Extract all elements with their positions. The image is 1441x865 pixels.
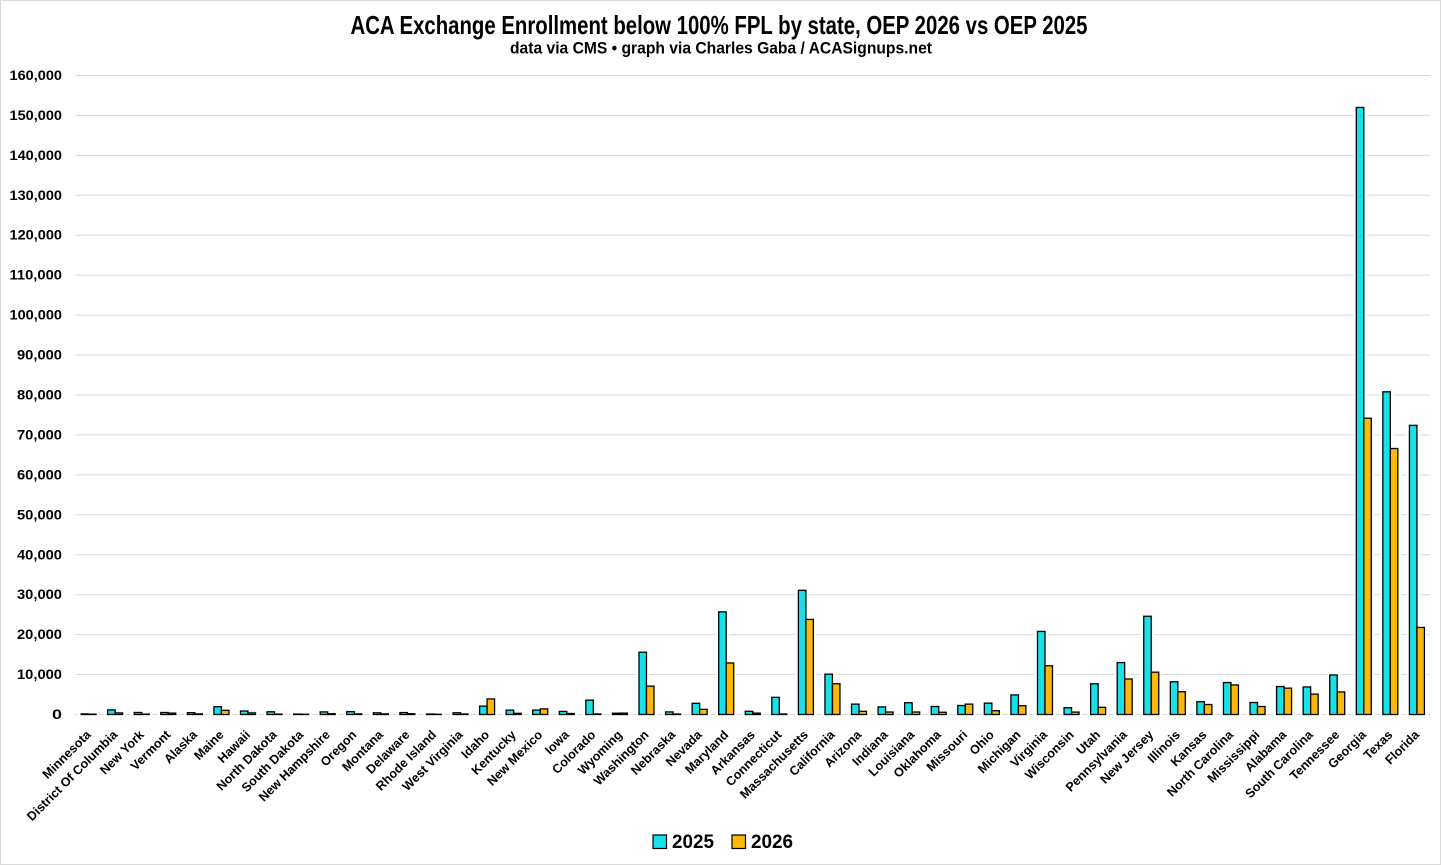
svg-text:30,000: 30,000	[17, 587, 62, 602]
svg-text:100,000: 100,000	[10, 308, 62, 323]
svg-text:150,000: 150,000	[10, 108, 62, 123]
svg-text:160,000: 160,000	[10, 68, 62, 83]
svg-text:80,000: 80,000	[17, 388, 62, 403]
svg-text:40,000: 40,000	[17, 547, 62, 562]
svg-text:2025: 2025	[672, 832, 714, 853]
svg-text:0: 0	[52, 707, 62, 722]
svg-text:90,000: 90,000	[17, 348, 62, 363]
svg-text:120,000: 120,000	[10, 228, 62, 243]
svg-text:130,000: 130,000	[10, 188, 62, 203]
svg-text:140,000: 140,000	[10, 148, 62, 163]
svg-text:ACA Exchange Enrollment below: ACA Exchange Enrollment below 100% FPL b…	[351, 10, 1088, 40]
svg-text:110,000: 110,000	[10, 268, 63, 283]
svg-text:data via CMS • graph via Charl: data via CMS • graph via Charles Gaba / …	[510, 40, 932, 58]
svg-text:2026: 2026	[751, 832, 793, 853]
svg-text:20,000: 20,000	[17, 627, 62, 642]
svg-text:50,000: 50,000	[17, 507, 62, 522]
svg-text:60,000: 60,000	[17, 467, 62, 482]
svg-text:70,000: 70,000	[17, 427, 62, 442]
svg-text:10,000: 10,000	[17, 667, 62, 682]
